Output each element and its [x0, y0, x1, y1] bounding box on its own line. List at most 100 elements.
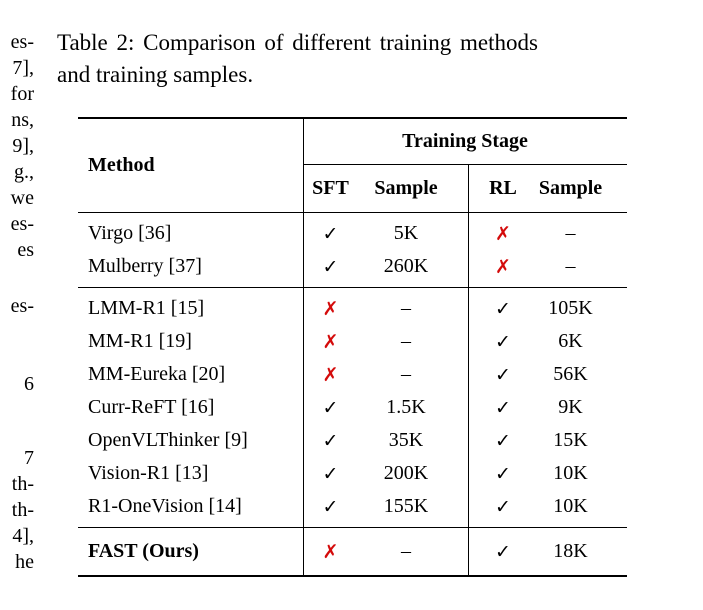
- comparison-table: Method Training Stage SFT Sample RL Samp…: [78, 117, 627, 577]
- rl-sample-count: –: [565, 222, 576, 244]
- clipped-text-fragment: es-: [10, 295, 34, 317]
- table-caption: Table 2: Comparison of different trainin…: [57, 27, 657, 91]
- rl-sample-count: 105K: [548, 297, 593, 319]
- column-header-sft-sample: Sample: [374, 177, 438, 199]
- method-name: LMM-R1 [15]: [88, 297, 205, 319]
- method-name: R1-OneVision [14]: [88, 495, 242, 517]
- table-row: Vision-R1 [13] ✓ 200K ✓ 10K: [78, 457, 627, 490]
- rl-flag: ✓: [495, 462, 511, 485]
- clipped-text-fragment: we: [10, 187, 34, 209]
- sft-flag: ✓: [322, 462, 339, 485]
- sft-sample-count: 200K: [383, 462, 429, 484]
- rl-flag: ✗: [495, 255, 511, 278]
- clipped-text-fragment: 6: [24, 373, 34, 395]
- sft-flag: ✓: [322, 255, 339, 278]
- sft-flag: ✓: [322, 429, 339, 452]
- sft-flag: ✓: [322, 396, 339, 419]
- table-body: Virgo [36] ✓ 5K ✗ – Mulberry [37] ✓ 260K ✗ – LMM-R…: [78, 213, 627, 575]
- table-top-rule: [78, 117, 627, 119]
- rl-flag: ✓: [495, 540, 511, 563]
- rl-sample-count: 6K: [558, 330, 583, 352]
- sft-flag: ✓: [322, 222, 339, 245]
- header-columns-row: SFT Sample RL Sample: [78, 165, 627, 212]
- clipped-text-fragment: for: [10, 83, 34, 105]
- clipped-text-fragment: 9],: [12, 135, 34, 157]
- rl-flag: ✓: [495, 363, 511, 386]
- sft-flag: ✓: [322, 495, 339, 518]
- sft-sample-count: 260K: [383, 255, 429, 277]
- method-name: Curr-ReFT [16]: [88, 396, 215, 418]
- table-row: LMM-R1 [15] ✗ – ✓ 105K: [78, 292, 627, 325]
- table-header: Method Training Stage SFT Sample RL Samp…: [78, 119, 627, 212]
- clipped-text-fragment: es-: [10, 31, 34, 53]
- vertical-rule-sft-rl: [468, 165, 469, 575]
- table-row: Virgo [36] ✓ 5K ✗ –: [78, 217, 627, 250]
- left-column-fragments: es- 7], for ns, 9], g., we es-es es- 6 7 th-th- 4], h…: [0, 0, 36, 610]
- clipped-text-fragment: es: [17, 239, 34, 261]
- column-header-rl-sample: Sample: [538, 177, 603, 199]
- header-bottom-rule: [78, 212, 627, 213]
- column-header-sft: SFT: [312, 177, 349, 199]
- method-name: Vision-R1 [13]: [88, 462, 209, 484]
- clipped-text-fragment: he: [15, 551, 34, 573]
- rl-sample-count: –: [565, 255, 576, 277]
- vertical-rule-method: [303, 119, 304, 575]
- rl-flag: ✓: [495, 429, 511, 452]
- header-group-row: Training Stage: [78, 119, 627, 165]
- table-row-group: Virgo [36] ✓ 5K ✗ – Mulberry [37] ✓ 260K ✗ –: [78, 213, 627, 287]
- sft-flag: ✗: [322, 297, 339, 320]
- table-row-group: LMM-R1 [15] ✗ – ✓ 105K MM-R1 [19] ✗ – ✓ 6K MM-Eure…: [78, 288, 627, 527]
- table-row-group: FAST (Ours) ✗ – ✓ 18K: [78, 528, 627, 575]
- clipped-text-fragment: g.,: [14, 161, 34, 183]
- sft-sample-count: 155K: [383, 495, 429, 517]
- table-row: OpenVLThinker [9] ✓ 35K ✓ 15K: [78, 424, 627, 457]
- sft-sample-count: –: [401, 363, 411, 385]
- group-separator-rule: [78, 287, 627, 288]
- column-group-training-stage: Training Stage: [303, 119, 627, 165]
- method-name: FAST (Ours): [88, 540, 199, 562]
- rl-sample-count: 56K: [553, 363, 588, 385]
- column-header-method: Method: [88, 154, 155, 176]
- method-name: Virgo [36]: [88, 222, 172, 244]
- method-name: MM-Eureka [20]: [88, 363, 226, 385]
- rl-flag: ✓: [495, 297, 511, 320]
- clipped-text-fragment: th-: [11, 499, 34, 521]
- clipped-text-fragment: 7],: [12, 57, 34, 79]
- group-separator-rule: [78, 527, 627, 528]
- caption-line1: Table 2: Comparison of different trainin…: [57, 30, 538, 55]
- table-row: Curr-ReFT [16] ✓ 1.5K ✓ 9K: [78, 391, 627, 424]
- sft-flag: ✗: [322, 540, 339, 563]
- table-row: MM-R1 [19] ✗ – ✓ 6K: [78, 325, 627, 358]
- rl-sample-count: 10K: [553, 462, 588, 484]
- rl-flag: ✓: [495, 396, 511, 419]
- method-name: Mulberry [37]: [88, 255, 202, 277]
- sft-sample-count: 5K: [393, 222, 419, 244]
- table-row: R1-OneVision [14] ✓ 155K ✓ 10K: [78, 490, 627, 523]
- clipped-text-fragment: 4],: [12, 525, 34, 547]
- table-row: MM-Eureka [20] ✗ – ✓ 56K: [78, 358, 627, 391]
- column-header-rl: RL: [489, 177, 517, 199]
- clipped-text-fragment: es-: [10, 213, 34, 235]
- table-row: Mulberry [37] ✓ 260K ✗ –: [78, 250, 627, 283]
- caption-line2: and training samples.: [57, 62, 254, 87]
- sft-sample-count: 1.5K: [386, 396, 426, 418]
- rl-flag: ✗: [495, 222, 511, 245]
- sft-flag: ✗: [322, 330, 339, 353]
- rl-flag: ✓: [495, 495, 511, 518]
- rl-sample-count: 10K: [553, 495, 588, 517]
- table-bottom-rule: [78, 575, 627, 577]
- sft-sample-count: –: [401, 540, 411, 562]
- clipped-text-fragment: ns,: [11, 109, 34, 131]
- rl-sample-count: 9K: [558, 396, 583, 418]
- method-name: MM-R1 [19]: [88, 330, 192, 352]
- sft-sample-count: –: [401, 297, 411, 319]
- sft-sample-count: –: [401, 330, 411, 352]
- method-name: OpenVLThinker [9]: [88, 429, 248, 451]
- clipped-text-fragment: 7: [24, 447, 34, 469]
- rl-flag: ✓: [495, 330, 511, 353]
- clipped-text-fragment: th-: [11, 473, 34, 495]
- sft-flag: ✗: [322, 363, 339, 386]
- sft-sample-count: 35K: [388, 429, 424, 451]
- rl-sample-count: 18K: [553, 540, 588, 562]
